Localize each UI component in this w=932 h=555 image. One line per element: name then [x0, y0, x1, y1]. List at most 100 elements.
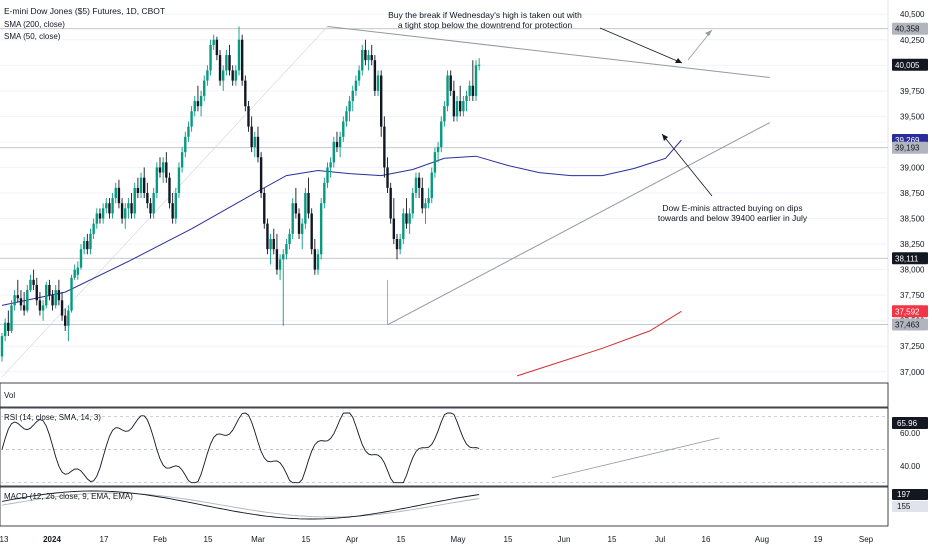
candle-body — [398, 238, 402, 250]
candle-body — [237, 39, 241, 71]
candle-body — [79, 249, 83, 268]
sma200-legend: SMA (200, close) — [4, 20, 65, 29]
candle-body — [51, 295, 54, 306]
sma50-legend: SMA (50, close) — [4, 32, 61, 41]
y-tick-label: 38,000 — [900, 266, 925, 275]
candle-body — [127, 203, 130, 209]
candle-body — [392, 218, 396, 239]
candle-body — [45, 284, 48, 306]
arrow-head — [675, 58, 682, 63]
candle-body — [187, 126, 190, 137]
y-tick-label: 39,750 — [900, 87, 925, 96]
candle-body — [32, 279, 35, 285]
candle-body — [98, 213, 102, 219]
candle-body — [367, 55, 370, 61]
candle-body — [376, 75, 380, 91]
price-tag — [892, 318, 928, 331]
candle-body — [474, 65, 478, 96]
candle-body — [3, 322, 7, 337]
candle-body — [342, 121, 345, 137]
candle-body — [38, 300, 42, 311]
price-pane — [0, 0, 888, 383]
candle-body — [357, 70, 361, 81]
candle-body — [386, 167, 389, 188]
candle-body — [158, 167, 162, 173]
candle-body — [465, 95, 468, 102]
macd-value-label: 197 — [897, 490, 911, 499]
candle-body — [60, 300, 64, 316]
candle-body — [105, 203, 108, 209]
faint-trendline — [1, 26, 328, 378]
candle-body — [64, 315, 67, 326]
candle-body — [285, 244, 288, 255]
candle-body — [256, 136, 260, 158]
x-tick-label: Apr — [346, 535, 359, 544]
candle-body — [89, 233, 92, 250]
candle-body — [101, 208, 105, 219]
macd-value-tag — [892, 489, 928, 500]
candle-body — [402, 213, 405, 239]
rsi-value-label: 65.96 — [897, 419, 918, 428]
candle-body — [278, 259, 282, 270]
candle-body — [436, 147, 440, 153]
candle-body — [146, 193, 149, 204]
signal-value-label: 155 — [897, 502, 911, 511]
sma200-line — [516, 310, 682, 377]
candle-body — [417, 177, 421, 188]
candle-body — [86, 241, 89, 250]
y-tick-label: 37,000 — [900, 368, 925, 377]
x-tick-label: 15 — [504, 535, 513, 544]
candle-body — [120, 203, 124, 219]
candle-body — [380, 75, 383, 127]
y-tick-label: 38,500 — [900, 215, 925, 224]
candle-body — [0, 336, 4, 357]
x-tick-label: 19 — [814, 535, 823, 544]
y-tick-label: 39,500 — [900, 112, 925, 121]
candle-body — [405, 213, 408, 224]
x-tick-label: 2024 — [43, 535, 61, 544]
candle-body — [449, 75, 452, 91]
candle-body — [149, 203, 152, 214]
candle-body — [291, 203, 294, 234]
candle-body — [477, 64, 481, 66]
candle-body — [446, 75, 449, 107]
candle-body — [272, 238, 275, 250]
candle-body — [231, 70, 234, 81]
candle-body — [345, 111, 348, 122]
candle-body — [193, 101, 196, 112]
volume-label: Vol — [4, 391, 16, 400]
candle-body — [395, 238, 399, 250]
price-tag — [892, 22, 928, 35]
uptrend-trendline — [387, 122, 771, 326]
candle-body — [95, 213, 98, 224]
rsi-tick-label: 60.00 — [900, 429, 921, 438]
candle-body — [136, 187, 140, 193]
x-tick-label: May — [450, 535, 465, 544]
y-tick-label: 38,250 — [900, 240, 925, 249]
candle-body — [130, 203, 133, 214]
candle-body — [338, 136, 342, 148]
candle-body — [35, 284, 38, 301]
candle-body — [269, 238, 272, 250]
candle-body — [259, 157, 263, 193]
candle-body — [335, 141, 339, 148]
candle-body — [361, 49, 364, 71]
candle-body — [455, 101, 459, 117]
candle-body — [180, 152, 184, 168]
rsi-label: RSI (14, close, SMA, 14, 3) — [4, 413, 101, 422]
candle-body — [323, 182, 326, 204]
candle-body — [288, 233, 291, 245]
x-tick-label: Jul — [655, 535, 665, 544]
candle-body — [22, 305, 26, 311]
candle-body — [196, 101, 200, 107]
x-tick-label: 15 — [608, 535, 617, 544]
candle-body — [16, 295, 19, 299]
y-tick-label: 38,750 — [900, 189, 925, 198]
candle-body — [108, 203, 111, 214]
x-tick-label: 13 — [0, 535, 9, 544]
candle-body — [222, 70, 225, 81]
candle-body — [228, 55, 231, 71]
candle-body — [152, 193, 155, 214]
